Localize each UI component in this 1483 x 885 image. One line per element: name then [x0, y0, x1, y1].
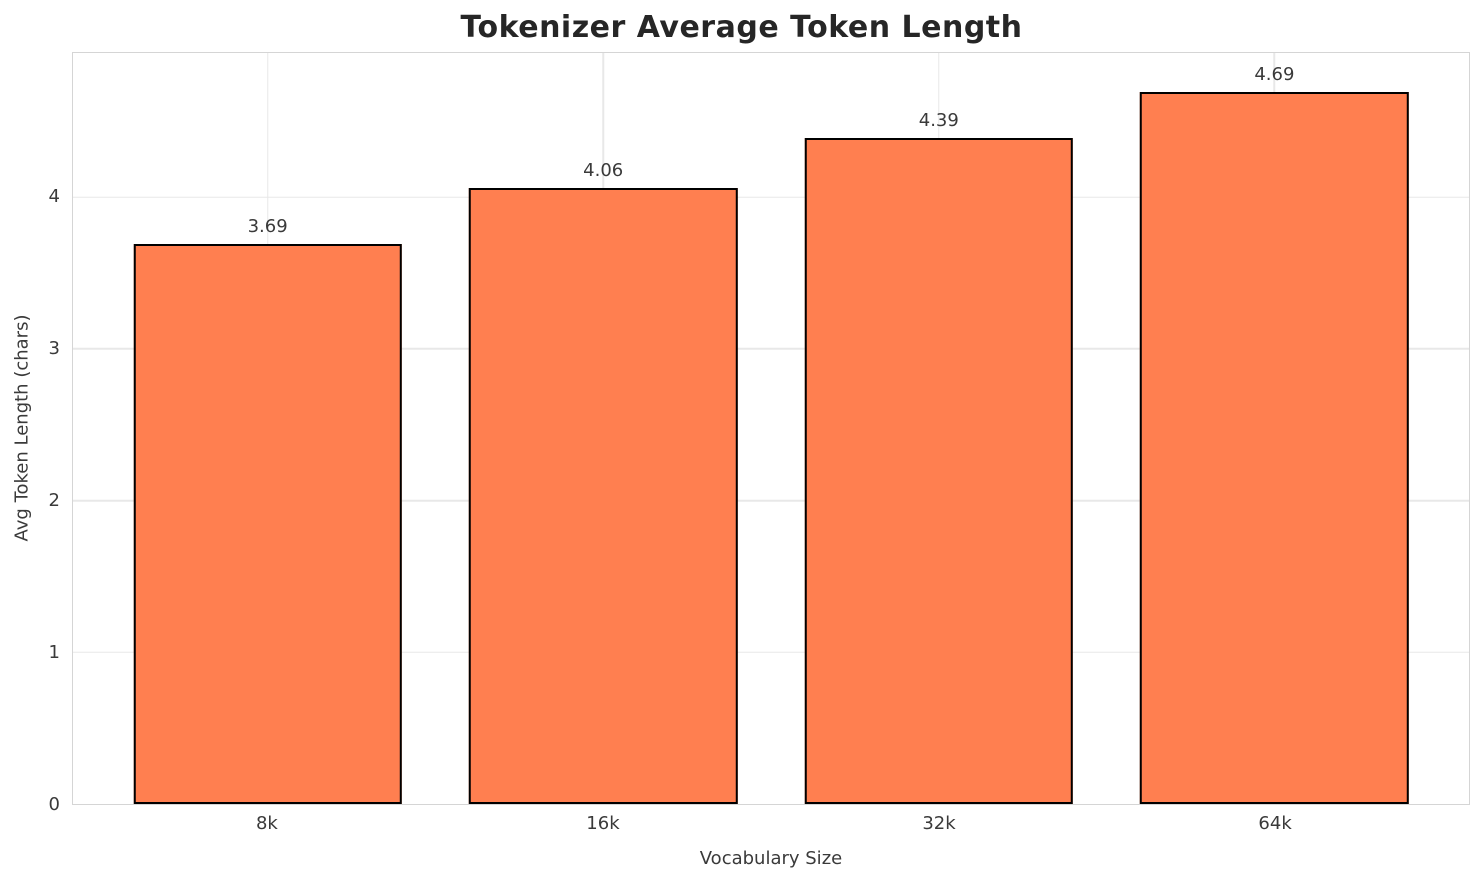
bar-value-label: 4.39 — [918, 109, 959, 131]
y-gridline — [73, 348, 1469, 350]
bar-value-label: 3.69 — [247, 216, 288, 238]
bar-value-label: 4.06 — [583, 160, 624, 182]
y-tick-column: 0 1 2 3 4 — [0, 52, 60, 813]
x-tick-label: 32k — [922, 813, 956, 834]
x-tick-label: 16k — [586, 813, 620, 834]
x-tick-label: 8k — [255, 813, 278, 834]
y-gridline — [73, 196, 1469, 198]
x-axis-label: Vocabulary Size — [699, 848, 843, 869]
y-gridline — [73, 651, 1469, 654]
chart-title: Tokenizer Average Token Length — [460, 10, 1023, 45]
y-tick-label: 4 — [48, 185, 60, 207]
x-tick-label: 64k — [1258, 813, 1292, 834]
bar — [1140, 92, 1409, 804]
plot-area: 3.69 4.06 4.39 4.69 — [72, 52, 1470, 805]
y-tick-label: 3 — [48, 337, 60, 359]
y-tick-label: 0 — [48, 794, 60, 815]
x-tick-row: 8k 16k 32k 64k — [72, 813, 1470, 839]
y-tick-label: 1 — [48, 641, 60, 663]
bar-value-label: 4.69 — [1254, 64, 1295, 86]
y-gridline — [73, 499, 1469, 502]
y-tick-label: 2 — [48, 489, 60, 511]
bar — [468, 188, 738, 804]
bar — [133, 244, 402, 804]
bar — [804, 137, 1074, 804]
